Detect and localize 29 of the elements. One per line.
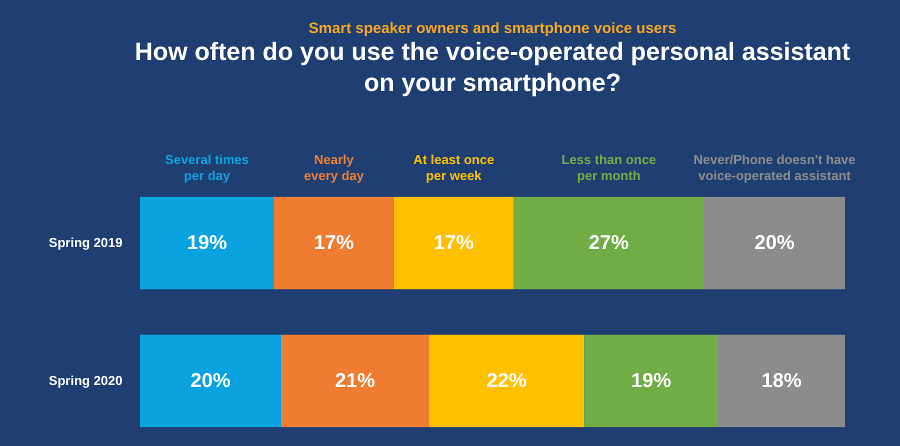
y-tick-label: Spring 2019 <box>48 235 122 250</box>
series-label: Never/Phone doesn't have voice-operated assistant <box>693 152 856 183</box>
series-label: Less than once per month <box>562 152 656 183</box>
bar <box>281 334 430 428</box>
bar <box>704 196 845 290</box>
y-tick-label: Spring 2020 <box>48 372 122 388</box>
data-label: 17% <box>314 232 354 254</box>
chart-title: Smart speaker owners and smartphone voice users <box>308 20 676 37</box>
data-label: 20% <box>754 232 795 254</box>
bar <box>584 334 718 428</box>
bar <box>140 196 274 290</box>
bar <box>514 196 704 290</box>
data-label: 19% <box>186 232 228 254</box>
data-label: 19% <box>631 370 672 392</box>
data-label: 22% <box>486 370 527 392</box>
bar <box>394 196 514 290</box>
series-label: At least once per week <box>413 152 494 183</box>
data-label: 17% <box>434 232 474 254</box>
series-label: Several times per day <box>165 152 249 183</box>
bar <box>429 334 584 428</box>
data-label: 27% <box>588 232 630 254</box>
series-label: Nearly every day <box>304 152 365 183</box>
chart-subtitle: How often do you use the voice-operated personal assistant on your smartphone? <box>134 38 851 97</box>
bar <box>718 334 845 428</box>
data-label: 18% <box>762 370 802 392</box>
bar <box>274 196 394 290</box>
bar <box>140 334 281 428</box>
data-label: 21% <box>335 370 376 392</box>
data-label: 20% <box>190 370 231 392</box>
